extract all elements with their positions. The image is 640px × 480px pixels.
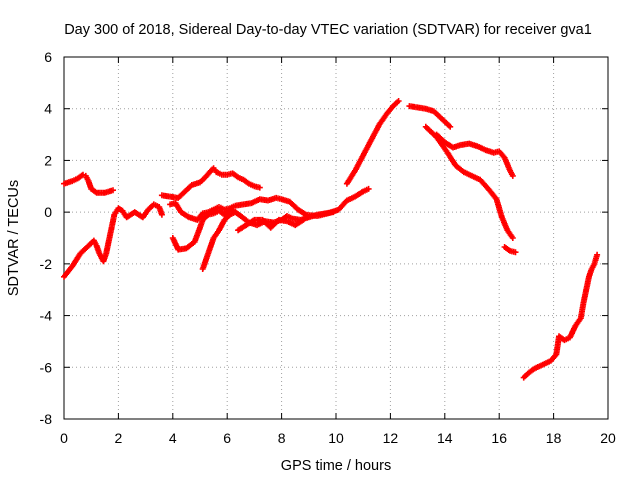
y-tick-label: 6 xyxy=(44,49,52,65)
series-arc-11 xyxy=(433,131,516,179)
x-axis-label: GPS time / hours xyxy=(281,458,391,474)
series-arc-12 xyxy=(501,244,519,256)
y-tick-label: -6 xyxy=(40,359,53,375)
x-tick-label: 2 xyxy=(115,430,123,446)
series-arc-5 xyxy=(169,206,239,253)
series-arc-9 xyxy=(406,103,454,130)
series-arc-4 xyxy=(167,185,372,223)
y-tick-label: 4 xyxy=(44,101,52,117)
grid-lines xyxy=(64,57,608,419)
data-point xyxy=(594,251,601,258)
chart-title: Day 300 of 2018, Sidereal Day-to-day VTE… xyxy=(64,22,592,38)
data-point xyxy=(509,172,516,179)
data-point xyxy=(110,187,116,194)
series-arc-7 xyxy=(235,216,307,234)
series-arc-1 xyxy=(61,171,116,196)
x-tick-label: 20 xyxy=(600,430,616,446)
series-arc-3 xyxy=(158,165,263,201)
x-tick-label: 6 xyxy=(223,430,231,446)
series-arc-8 xyxy=(343,98,402,187)
x-tick-label: 10 xyxy=(328,430,344,446)
x-tick-label: 0 xyxy=(60,430,68,446)
data-point xyxy=(300,216,307,223)
y-axis-label: SDTVAR / TECUs xyxy=(6,180,22,296)
series-arc-13 xyxy=(520,251,601,381)
y-tick-label: 0 xyxy=(44,204,52,220)
data-point xyxy=(509,235,516,241)
x-tick-label: 8 xyxy=(278,430,286,446)
data-point xyxy=(447,123,454,130)
data-point xyxy=(365,185,372,192)
x-tick-label: 18 xyxy=(546,430,562,446)
x-tick-label: 12 xyxy=(383,430,399,446)
y-tick-label: -4 xyxy=(40,308,53,324)
data-point xyxy=(256,184,263,191)
y-tick-label: -8 xyxy=(40,411,53,427)
data-point xyxy=(512,249,519,256)
tick-labels: 0 2 4 6 8 10 12 14 16 18 20 -8 -6 -4 -2 0 2 4 6 xyxy=(40,49,616,446)
data-point xyxy=(158,211,165,218)
x-tick-label: 4 xyxy=(169,430,177,446)
series-arc-2 xyxy=(61,201,165,280)
data-point xyxy=(395,98,402,104)
y-tick-label: 2 xyxy=(44,152,52,168)
y-tick-label: -2 xyxy=(40,256,53,272)
data-point xyxy=(330,209,337,216)
x-tick-label: 16 xyxy=(491,430,507,446)
x-tick-label: 14 xyxy=(437,430,453,446)
axis-ticks xyxy=(63,56,609,420)
data-points xyxy=(61,98,601,381)
